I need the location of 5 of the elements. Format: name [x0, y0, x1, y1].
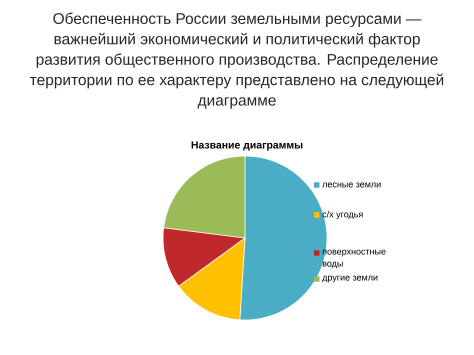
legend-label: лесные земли: [322, 182, 381, 188]
chart-subtitle: Название диаграммы: [192, 141, 302, 151]
legend-label: другие земли: [322, 276, 378, 282]
legend-label: с/х угодья: [322, 210, 363, 220]
chart-title: Обеспеченность России земельными ресурсами — важнейший экономический и политический фактор развития общественного производства. Распределение территории по ее характеру представлено на следующей диаграмме: [30, 12, 444, 109]
